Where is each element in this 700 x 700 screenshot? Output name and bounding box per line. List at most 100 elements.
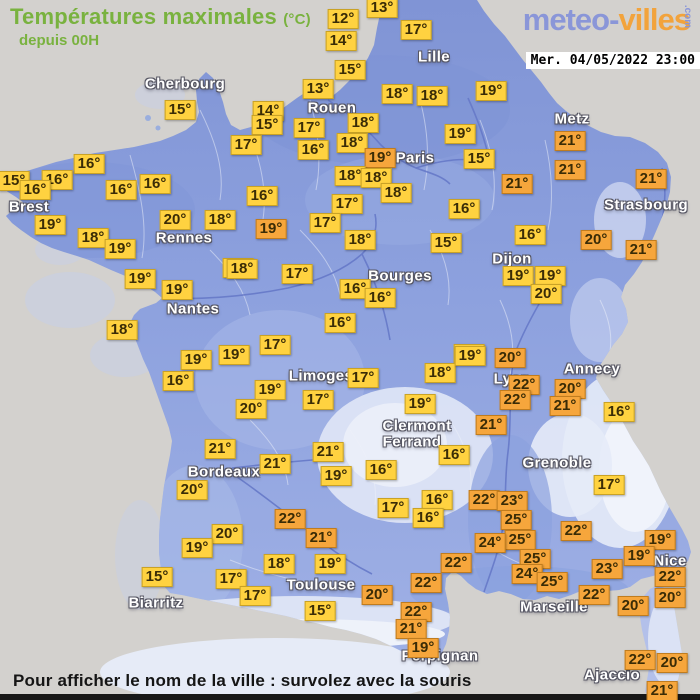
temp-badge[interactable]: 17° <box>259 335 291 355</box>
temp-badge[interactable]: 18° <box>416 86 448 106</box>
temp-badge[interactable]: 15° <box>334 60 366 80</box>
temp-badge[interactable]: 17° <box>230 135 262 155</box>
temp-badge[interactable]: 17° <box>239 586 271 606</box>
temp-badge[interactable]: 19° <box>502 266 534 286</box>
meteo-villes-logo[interactable]: meteo-villes .com <box>523 2 693 38</box>
temp-badge[interactable]: 25° <box>500 510 532 530</box>
temp-badge[interactable]: 16° <box>412 508 444 528</box>
temp-badge[interactable]: 15° <box>251 115 283 135</box>
temp-badge[interactable]: 16° <box>139 174 171 194</box>
temp-badge[interactable]: 16° <box>421 490 453 510</box>
temp-badge[interactable]: 19° <box>404 394 436 414</box>
temp-badge[interactable]: 18° <box>347 113 379 133</box>
temp-badge[interactable]: 19° <box>104 239 136 259</box>
temp-badge[interactable]: 15° <box>463 149 495 169</box>
temp-badge[interactable]: 25° <box>504 530 536 550</box>
temp-badge[interactable]: 20° <box>617 596 649 616</box>
temp-badge[interactable]: 17° <box>293 118 325 138</box>
temp-badge[interactable]: 21° <box>395 619 427 639</box>
temp-badge[interactable]: 21° <box>635 169 667 189</box>
temp-badge[interactable]: 19° <box>320 466 352 486</box>
temp-badge[interactable]: 21° <box>646 681 678 700</box>
temp-badge[interactable]: 17° <box>400 20 432 40</box>
temp-badge[interactable]: 20° <box>176 480 208 500</box>
temp-badge[interactable]: 22° <box>440 553 472 573</box>
temp-badge[interactable]: 23° <box>591 559 623 579</box>
temp-badge[interactable]: 19° <box>218 345 250 365</box>
temp-badge[interactable]: 19° <box>444 124 476 144</box>
temp-badge[interactable]: 20° <box>654 588 686 608</box>
temp-badge[interactable]: 18° <box>424 363 456 383</box>
temp-badge[interactable]: 13° <box>366 0 398 18</box>
temp-badge[interactable]: 21° <box>312 442 344 462</box>
temp-badge[interactable]: 15° <box>430 233 462 253</box>
temp-badge[interactable]: 12° <box>327 9 359 29</box>
temp-badge[interactable]: 22° <box>578 585 610 605</box>
temp-badge[interactable]: 18° <box>381 84 413 104</box>
temp-badge[interactable]: 22° <box>468 490 500 510</box>
temp-badge[interactable]: 19° <box>124 269 156 289</box>
temp-badge[interactable]: 22° <box>410 573 442 593</box>
temp-badge[interactable]: 22° <box>624 650 656 670</box>
temp-badge[interactable]: 14° <box>325 31 357 51</box>
temp-badge[interactable]: 20° <box>580 230 612 250</box>
temp-badge[interactable]: 16° <box>514 225 546 245</box>
temp-badge[interactable]: 16° <box>603 402 635 422</box>
temp-badge[interactable]: 16° <box>438 445 470 465</box>
temp-badge[interactable]: 19° <box>407 638 439 658</box>
temp-badge[interactable]: 16° <box>73 154 105 174</box>
temp-badge[interactable]: 16° <box>105 180 137 200</box>
temp-badge[interactable]: 19° <box>180 350 212 370</box>
temp-badge[interactable]: 25° <box>536 572 568 592</box>
temp-badge[interactable]: 22° <box>274 509 306 529</box>
temp-badge[interactable]: 21° <box>475 415 507 435</box>
temp-badge[interactable]: 16° <box>246 186 278 206</box>
temp-badge[interactable]: 21° <box>259 454 291 474</box>
temp-badge[interactable]: 22° <box>654 567 686 587</box>
temp-badge[interactable]: 18° <box>77 228 109 248</box>
temp-badge[interactable]: 16° <box>162 371 194 391</box>
temp-badge[interactable]: 20° <box>530 284 562 304</box>
temp-badge[interactable]: 15° <box>164 100 196 120</box>
temp-badge[interactable]: 20° <box>494 348 526 368</box>
temp-badge[interactable]: 19° <box>255 219 287 239</box>
temp-badge[interactable]: 18° <box>226 259 258 279</box>
temp-badge[interactable]: 19° <box>181 538 213 558</box>
temp-badge[interactable]: 22° <box>560 521 592 541</box>
temp-badge[interactable]: 21° <box>554 160 586 180</box>
temp-badge[interactable]: 16° <box>365 460 397 480</box>
temp-badge[interactable]: 23° <box>496 491 528 511</box>
temp-badge[interactable]: 17° <box>377 498 409 518</box>
temp-badge[interactable]: 17° <box>215 569 247 589</box>
temp-badge[interactable]: 22° <box>508 375 540 395</box>
temp-badge[interactable]: 19° <box>454 346 486 366</box>
temp-badge[interactable]: 19° <box>34 215 66 235</box>
temp-badge[interactable]: 16° <box>19 180 51 200</box>
temp-badge[interactable]: 17° <box>302 390 334 410</box>
temp-badge[interactable]: 17° <box>331 194 363 214</box>
temp-badge[interactable]: 17° <box>347 368 379 388</box>
temp-badge[interactable]: 17° <box>593 475 625 495</box>
temp-badge[interactable]: 19° <box>475 81 507 101</box>
temp-badge[interactable]: 19° <box>161 280 193 300</box>
temp-badge[interactable]: 15° <box>141 567 173 587</box>
temp-badge[interactable]: 21° <box>204 439 236 459</box>
temp-badge[interactable]: 20° <box>656 653 688 673</box>
temp-badge[interactable]: 18° <box>263 554 295 574</box>
temp-badge[interactable]: 20° <box>235 399 267 419</box>
temp-badge[interactable]: 13° <box>302 79 334 99</box>
temp-badge[interactable]: 16° <box>364 288 396 308</box>
temp-badge[interactable]: 18° <box>344 230 376 250</box>
temp-badge[interactable]: 21° <box>305 528 337 548</box>
temp-badge[interactable]: 18° <box>204 210 236 230</box>
temp-badge[interactable]: 21° <box>501 174 533 194</box>
temp-badge[interactable]: 19° <box>254 380 286 400</box>
temp-badge[interactable]: 17° <box>309 213 341 233</box>
temp-badge[interactable]: 15° <box>304 601 336 621</box>
temp-badge[interactable]: 21° <box>549 396 581 416</box>
temp-badge[interactable]: 19° <box>314 554 346 574</box>
temp-badge[interactable]: 18° <box>336 133 368 153</box>
temp-badge[interactable]: 19° <box>644 530 676 550</box>
temp-badge[interactable]: 19° <box>623 546 655 566</box>
temp-badge[interactable]: 17° <box>281 264 313 284</box>
